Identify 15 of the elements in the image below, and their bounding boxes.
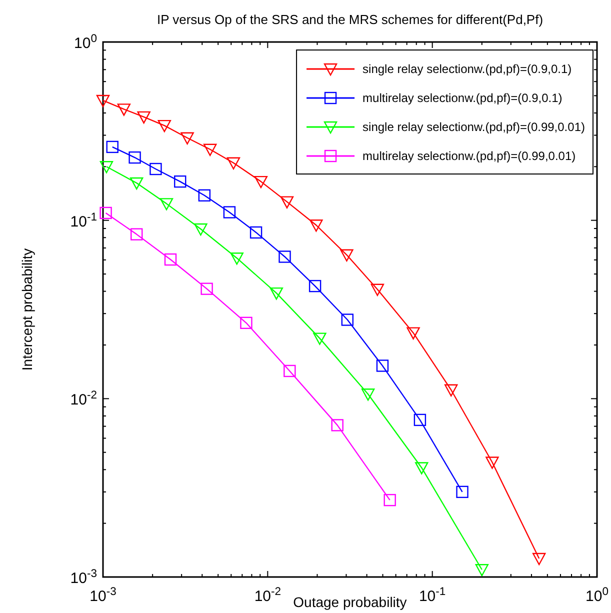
x-tick-label: 10$^{0}$ xyxy=(586,586,608,605)
y-tick-label: 10$^{-1}$ xyxy=(70,211,97,230)
y-tick-label: 10$^{0}$ xyxy=(74,33,97,52)
x-axis-title: Outage probability xyxy=(293,594,407,610)
legend-label: single relay selectionw.(pd,pf)=(0.99,0.01) xyxy=(362,120,585,134)
x-tick-label: 10$^{-1}$ xyxy=(418,586,446,605)
legend-label: multirelay selectionw.(pd,pf)=(0.99,0.01) xyxy=(362,149,576,163)
y-axis-title: Intercept probability xyxy=(19,248,35,371)
legend-label: single relay selectionw.(pd,pf)=(0.9,0.1) xyxy=(362,62,572,76)
y-tick-label: 10$^{-3}$ xyxy=(70,568,97,587)
chart-title: IP versus Op of the SRS and the MRS schemes for different(Pd,Pf) xyxy=(156,12,544,27)
legend-label: multirelay selectionw.(pd,pf)=(0.9,0.1) xyxy=(362,91,562,105)
x-tick-label: 10$^{-2}$ xyxy=(254,586,282,605)
x-tick-label: 10$^{-3}$ xyxy=(90,586,116,605)
y-tick-label: 10$^{-2}$ xyxy=(70,390,97,409)
